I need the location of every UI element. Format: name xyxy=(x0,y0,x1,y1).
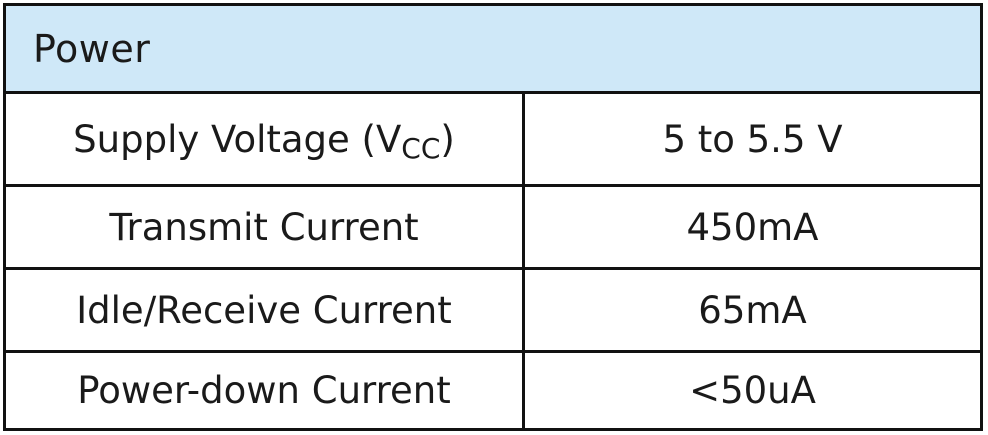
table-header-title: Power xyxy=(33,26,151,71)
row-label-cell: Idle/Receive Current xyxy=(6,270,525,350)
row-value-cell: 5 to 5.5 V xyxy=(525,94,980,184)
row-value-transmit-current: 450mA xyxy=(686,205,819,249)
row-value-cell: 450mA xyxy=(525,187,980,267)
row-value-cell: <50uA xyxy=(525,353,980,428)
table-header-row: Power xyxy=(6,6,980,94)
row-label-cell: Transmit Current xyxy=(6,187,525,267)
table-row: Idle/Receive Current 65mA xyxy=(6,270,980,353)
row-label-power-down-current: Power-down Current xyxy=(77,369,451,412)
row-value-idle-receive-current: 65mA xyxy=(698,288,807,332)
table-row: Transmit Current 450mA xyxy=(6,187,980,270)
row-label-cell: Power-down Current xyxy=(6,353,525,428)
row-label-supply-voltage: Supply Voltage (VCC) xyxy=(73,117,455,165)
row-value-cell: 65mA xyxy=(525,270,980,350)
row-value-supply-voltage: 5 to 5.5 V xyxy=(662,117,843,161)
power-spec-table: Power Supply Voltage (VCC) 5 to 5.5 V Tr… xyxy=(3,3,983,431)
row-label-subscript: CC xyxy=(401,131,441,165)
table-row: Supply Voltage (VCC) 5 to 5.5 V xyxy=(6,94,980,187)
table-row: Power-down Current <50uA xyxy=(6,353,980,428)
row-label-cell: Supply Voltage (VCC) xyxy=(6,94,525,184)
row-label-idle-receive-current: Idle/Receive Current xyxy=(76,288,452,332)
row-value-power-down-current: <50uA xyxy=(689,369,816,412)
row-label-transmit-current: Transmit Current xyxy=(109,205,419,249)
